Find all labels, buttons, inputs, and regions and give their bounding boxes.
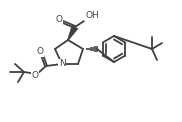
Text: O: O [37, 47, 43, 56]
Text: O: O [31, 71, 39, 81]
Text: OH: OH [85, 11, 99, 20]
Text: N: N [59, 60, 65, 68]
Text: O: O [56, 15, 62, 24]
Polygon shape [68, 25, 78, 40]
